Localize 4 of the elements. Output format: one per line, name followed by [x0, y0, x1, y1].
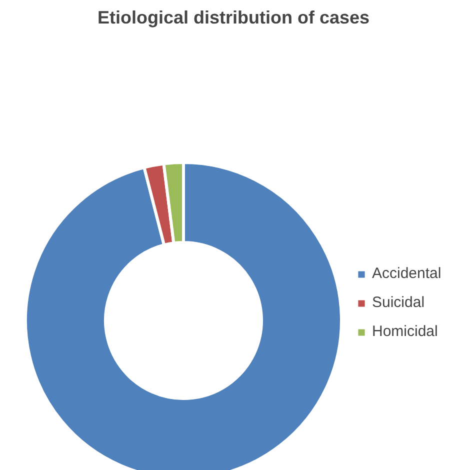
legend-label: Accidental	[372, 265, 442, 282]
legend-label: Homicidal	[372, 323, 438, 340]
legend-label: Suicidal	[372, 294, 425, 311]
chart-title: Etiological distribution of cases	[97, 8, 370, 28]
